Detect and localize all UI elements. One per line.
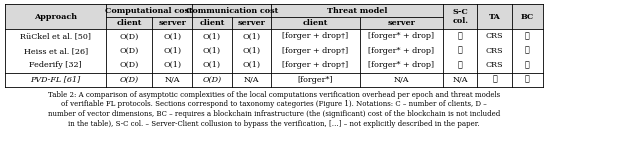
Text: [forger + drop†]: [forger + drop†] — [282, 61, 349, 69]
Text: O(1): O(1) — [243, 32, 260, 40]
Text: O(D): O(D) — [120, 76, 139, 84]
Text: ✗: ✗ — [458, 61, 463, 69]
Text: O(D): O(D) — [120, 32, 139, 40]
Text: ✗: ✗ — [525, 76, 530, 84]
Text: Table 2: A comparison of asymptotic complexities of the local computations verif: Table 2: A comparison of asymptotic comp… — [48, 91, 500, 99]
Text: ✗: ✗ — [492, 76, 497, 84]
Text: ✓: ✓ — [525, 32, 530, 40]
Text: server: server — [387, 19, 415, 27]
Text: O(1): O(1) — [203, 61, 221, 69]
Text: O(1): O(1) — [203, 47, 221, 55]
Text: Computational cost: Computational cost — [106, 7, 193, 14]
Text: TA: TA — [489, 13, 500, 21]
Text: BC: BC — [521, 13, 534, 21]
Text: [forger* + drop]: [forger* + drop] — [368, 47, 435, 55]
Text: O(1): O(1) — [163, 47, 181, 55]
Text: number of vector dimensions, BC – requires a blockchain infrastructure (the (sig: number of vector dimensions, BC – requir… — [48, 110, 500, 118]
Text: S-C
col.: S-C col. — [452, 8, 468, 25]
Text: CRS: CRS — [486, 61, 504, 69]
Text: Threat model: Threat model — [327, 7, 387, 14]
Text: N/A: N/A — [164, 76, 180, 84]
Text: O(1): O(1) — [163, 61, 181, 69]
Text: PVD-FL [61]: PVD-FL [61] — [31, 76, 81, 84]
Text: O(1): O(1) — [203, 32, 221, 40]
Text: [forger + drop†]: [forger + drop†] — [282, 47, 349, 55]
Text: Heiss et al. [26]: Heiss et al. [26] — [24, 47, 88, 55]
Text: of verifiable FL protocols. Sections correspond to taxonomy categories (Figure 1: of verifiable FL protocols. Sections cor… — [61, 100, 487, 108]
Text: N/A: N/A — [394, 76, 409, 84]
Text: server: server — [237, 19, 266, 27]
Text: RüCkel et al. [50]: RüCkel et al. [50] — [20, 32, 91, 40]
Text: server: server — [158, 19, 186, 27]
Text: N/A: N/A — [452, 76, 468, 84]
Text: Federify [32]: Federify [32] — [29, 61, 82, 69]
Text: N/A: N/A — [244, 76, 259, 84]
Text: O(D): O(D) — [202, 76, 221, 84]
Text: O(1): O(1) — [243, 61, 260, 69]
Text: ✗: ✗ — [458, 32, 463, 40]
Text: [forger + drop†]: [forger + drop†] — [282, 32, 349, 40]
Text: CRS: CRS — [486, 47, 504, 55]
Text: O(1): O(1) — [243, 47, 260, 55]
Text: in the table), S-C col. – Server-Client collusion to bypass the verification, […: in the table), S-C col. – Server-Client … — [68, 120, 480, 128]
Text: CRS: CRS — [486, 32, 504, 40]
Bar — [5, 4, 543, 29]
Text: [forger* + drop]: [forger* + drop] — [368, 32, 435, 40]
Text: Approach: Approach — [34, 13, 77, 21]
Text: ✓: ✓ — [525, 61, 530, 69]
Text: O(D): O(D) — [120, 47, 139, 55]
Text: client: client — [116, 19, 142, 27]
Text: client: client — [199, 19, 225, 27]
Text: Communication cost: Communication cost — [186, 7, 278, 14]
Text: ✗: ✗ — [458, 47, 463, 55]
Text: [forger* + drop]: [forger* + drop] — [368, 61, 435, 69]
Text: O(1): O(1) — [163, 32, 181, 40]
Text: [forger*]: [forger*] — [298, 76, 333, 84]
Text: client: client — [303, 19, 328, 27]
Text: O(D): O(D) — [120, 61, 139, 69]
Text: ✓: ✓ — [525, 47, 530, 55]
